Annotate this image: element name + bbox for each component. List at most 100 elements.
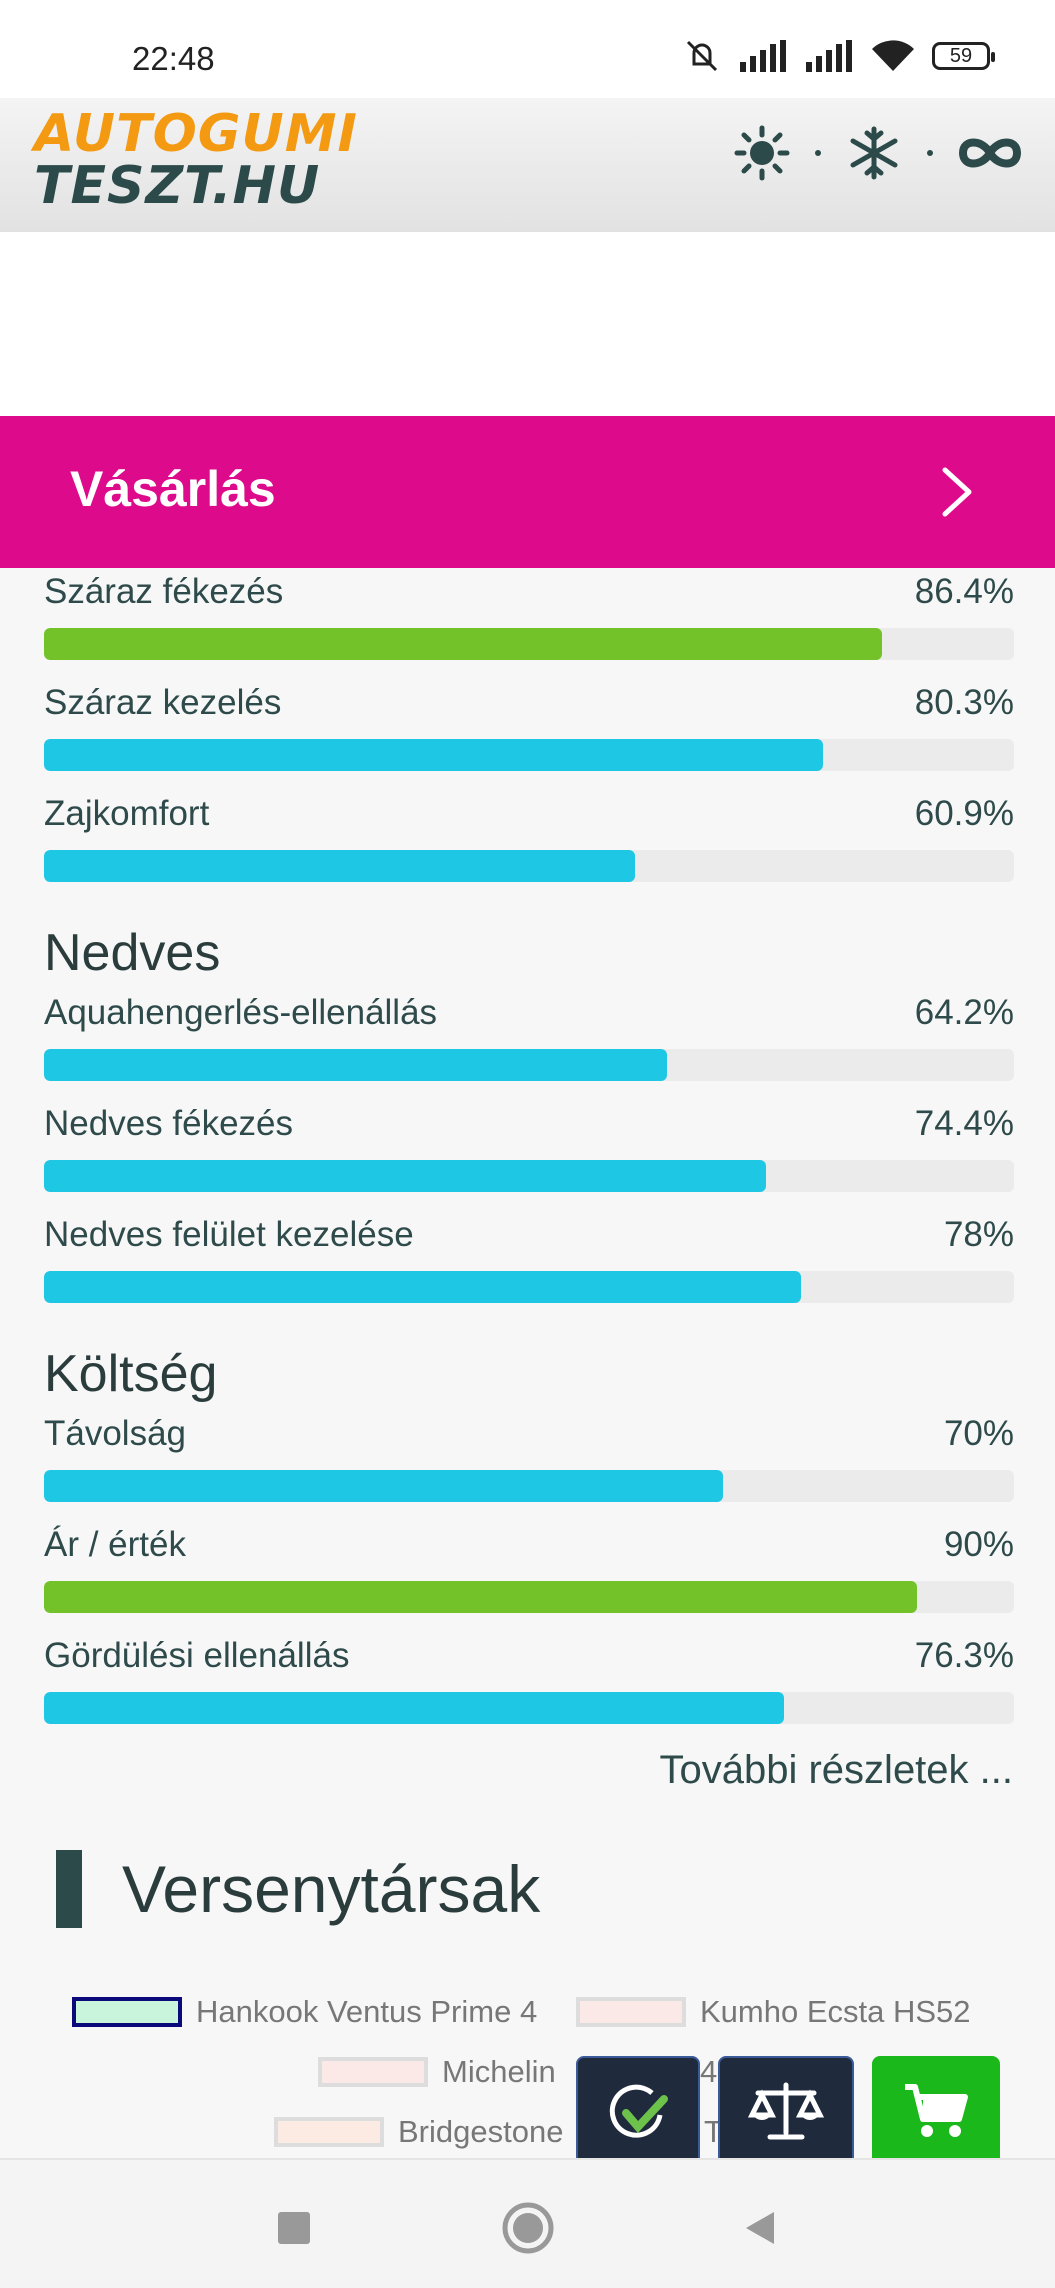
- rating-bar-track: [44, 1692, 1014, 1724]
- site-header: AUTOGUMI TESZT.HU: [0, 98, 1055, 232]
- scale-icon: [748, 2082, 824, 2140]
- recent-apps-icon[interactable]: [274, 2208, 314, 2248]
- infinity-icon: [958, 138, 1022, 168]
- rating-row: Zajkomfort 60.9%: [44, 790, 1014, 901]
- legend-item[interactable]: Bridgestone: [274, 2114, 563, 2150]
- separator-dot: [927, 150, 933, 156]
- rating-bar-track: [44, 1581, 1014, 1613]
- rating-label: Száraz fékezés: [44, 572, 284, 611]
- rating-bar-fill: [44, 1271, 801, 1303]
- rating-bar-fill: [44, 1049, 667, 1081]
- status-bar: 22:48 59: [0, 0, 1055, 98]
- section-accent-bar: [56, 1850, 82, 1928]
- rating-bar-fill: [44, 1581, 917, 1613]
- rating-bar-track: [44, 1049, 1014, 1081]
- rating-row: Aquahengerlés-ellenállás 64.2%: [44, 989, 1014, 1100]
- rating-bar-fill: [44, 1470, 723, 1502]
- winter-tires-button[interactable]: [843, 122, 905, 184]
- rating-row: Száraz fékezés 86.4%: [44, 568, 1014, 679]
- cart-icon: [905, 2084, 968, 2137]
- legend-swatch: [318, 2057, 428, 2087]
- rating-bar-fill: [44, 1160, 766, 1192]
- legend-swatch: [576, 1997, 686, 2027]
- allseason-tires-button[interactable]: [955, 122, 1025, 184]
- back-icon[interactable]: [740, 2208, 780, 2248]
- home-icon[interactable]: [500, 2200, 556, 2256]
- buy-banner[interactable]: Vásárlás: [0, 416, 1055, 568]
- rating-value: 78%: [943, 1215, 1014, 1254]
- legend-label: Bridgestone: [398, 2114, 564, 2149]
- rating-bar-fill: [44, 850, 635, 882]
- status-icons: 59: [682, 38, 995, 74]
- snowflake-icon: [850, 126, 898, 180]
- wet-ratings-group: Aquahengerlés-ellenállás 64.2% Nedves féke…: [44, 989, 1014, 1322]
- rating-label: Gördülési ellenállás: [44, 1636, 350, 1675]
- competitors-header: Versenytársak: [56, 1850, 540, 1928]
- legend-item[interactable]: Kumho Ecsta HS52: [576, 1994, 971, 2030]
- rating-value: 90%: [943, 1525, 1014, 1564]
- rating-value: 76.3%: [914, 1636, 1014, 1675]
- compare-button[interactable]: [718, 2056, 854, 2166]
- rating-row: Ár / érték 90%: [44, 1521, 1014, 1632]
- system-nav-bar: [0, 2158, 1055, 2288]
- chevron-right-icon: [942, 467, 972, 517]
- rating-row: Távolság 70%: [44, 1410, 1014, 1521]
- rating-label: Zajkomfort: [44, 794, 210, 833]
- rating-label: Távolság: [44, 1414, 187, 1453]
- legend-item[interactable]: 4: [700, 2054, 717, 2090]
- rating-label: Aquahengerlés-ellenállás: [44, 993, 438, 1032]
- ratings-list: Száraz fékezés 86.4% Száraz kezelés 80.3% Za…: [44, 568, 1014, 1743]
- competitors-title: Versenytársak: [122, 1852, 541, 1926]
- summer-tires-button[interactable]: [731, 122, 793, 184]
- rating-bar-fill: [44, 739, 823, 771]
- wifi-icon: [872, 40, 914, 71]
- rating-bar-fill: [44, 628, 883, 660]
- check-circle-icon: [609, 2084, 668, 2138]
- battery-indicator: 59: [932, 42, 995, 70]
- dry-ratings-group: Száraz fékezés 86.4% Száraz kezelés 80.3% Za…: [44, 568, 1014, 901]
- season-nav: [731, 122, 1025, 184]
- logo-line-2: TESZT.HU: [34, 156, 321, 216]
- mute-icon: [686, 40, 718, 72]
- rating-value: 70%: [943, 1414, 1014, 1453]
- rating-row: Száraz kezelés 80.3%: [44, 679, 1014, 790]
- rating-row: Nedves fékezés 74.4%: [44, 1100, 1014, 1211]
- separator-dot: [815, 150, 821, 156]
- legend-swatch: [274, 2117, 384, 2147]
- battery-level: 59: [949, 44, 973, 67]
- rating-value: 80.3%: [914, 683, 1014, 722]
- rating-label: Ár / érték: [44, 1525, 186, 1564]
- ad-space: [0, 232, 1055, 416]
- legend-label: Michelin: [442, 2054, 556, 2089]
- legend-label: Kumho Ecsta HS52: [700, 1994, 971, 2029]
- buy-label: Vásárlás: [70, 461, 276, 517]
- check-button[interactable]: [576, 2056, 700, 2166]
- rating-value: 86.4%: [914, 572, 1014, 611]
- legend-label: 4: [700, 2054, 718, 2089]
- cart-button[interactable]: [872, 2056, 1000, 2166]
- rating-label: Nedves fékezés: [44, 1104, 294, 1143]
- rating-bar-track: [44, 1271, 1014, 1303]
- legend-item[interactable]: Hankook Ventus Prime 4: [72, 1994, 537, 2030]
- rating-bar-track: [44, 739, 1014, 771]
- rating-bar-track: [44, 1470, 1014, 1502]
- site-logo[interactable]: AUTOGUMI TESZT.HU: [34, 108, 358, 212]
- logo-line-1: AUTOGUMI: [34, 104, 358, 164]
- sun-icon: [734, 125, 790, 181]
- rating-bar-fill: [44, 1692, 785, 1724]
- cost-section-title: Költség: [44, 1345, 218, 1403]
- rating-value: 64.2%: [914, 993, 1014, 1032]
- rating-value: 74.4%: [914, 1104, 1014, 1143]
- rating-row: Nedves felület kezelése 78%: [44, 1211, 1014, 1322]
- rating-label: Nedves felület kezelése: [44, 1215, 414, 1254]
- signal-icon: [740, 40, 786, 72]
- wet-section-title: Nedves: [44, 924, 221, 982]
- cost-ratings-group: Távolság 70% Ár / érték 90% Gördülési ellená…: [44, 1410, 1014, 1743]
- more-details-link[interactable]: További részletek ...: [659, 1748, 1014, 1792]
- legend-label: Hankook Ventus Prime 4: [196, 1994, 538, 2029]
- rating-label: Száraz kezelés: [44, 683, 282, 722]
- signal-icon-2: [806, 40, 852, 72]
- rating-bar-track: [44, 1160, 1014, 1192]
- legend-item[interactable]: Michelin: [318, 2054, 556, 2090]
- rating-row: Gördülési ellenállás 76.3%: [44, 1632, 1014, 1743]
